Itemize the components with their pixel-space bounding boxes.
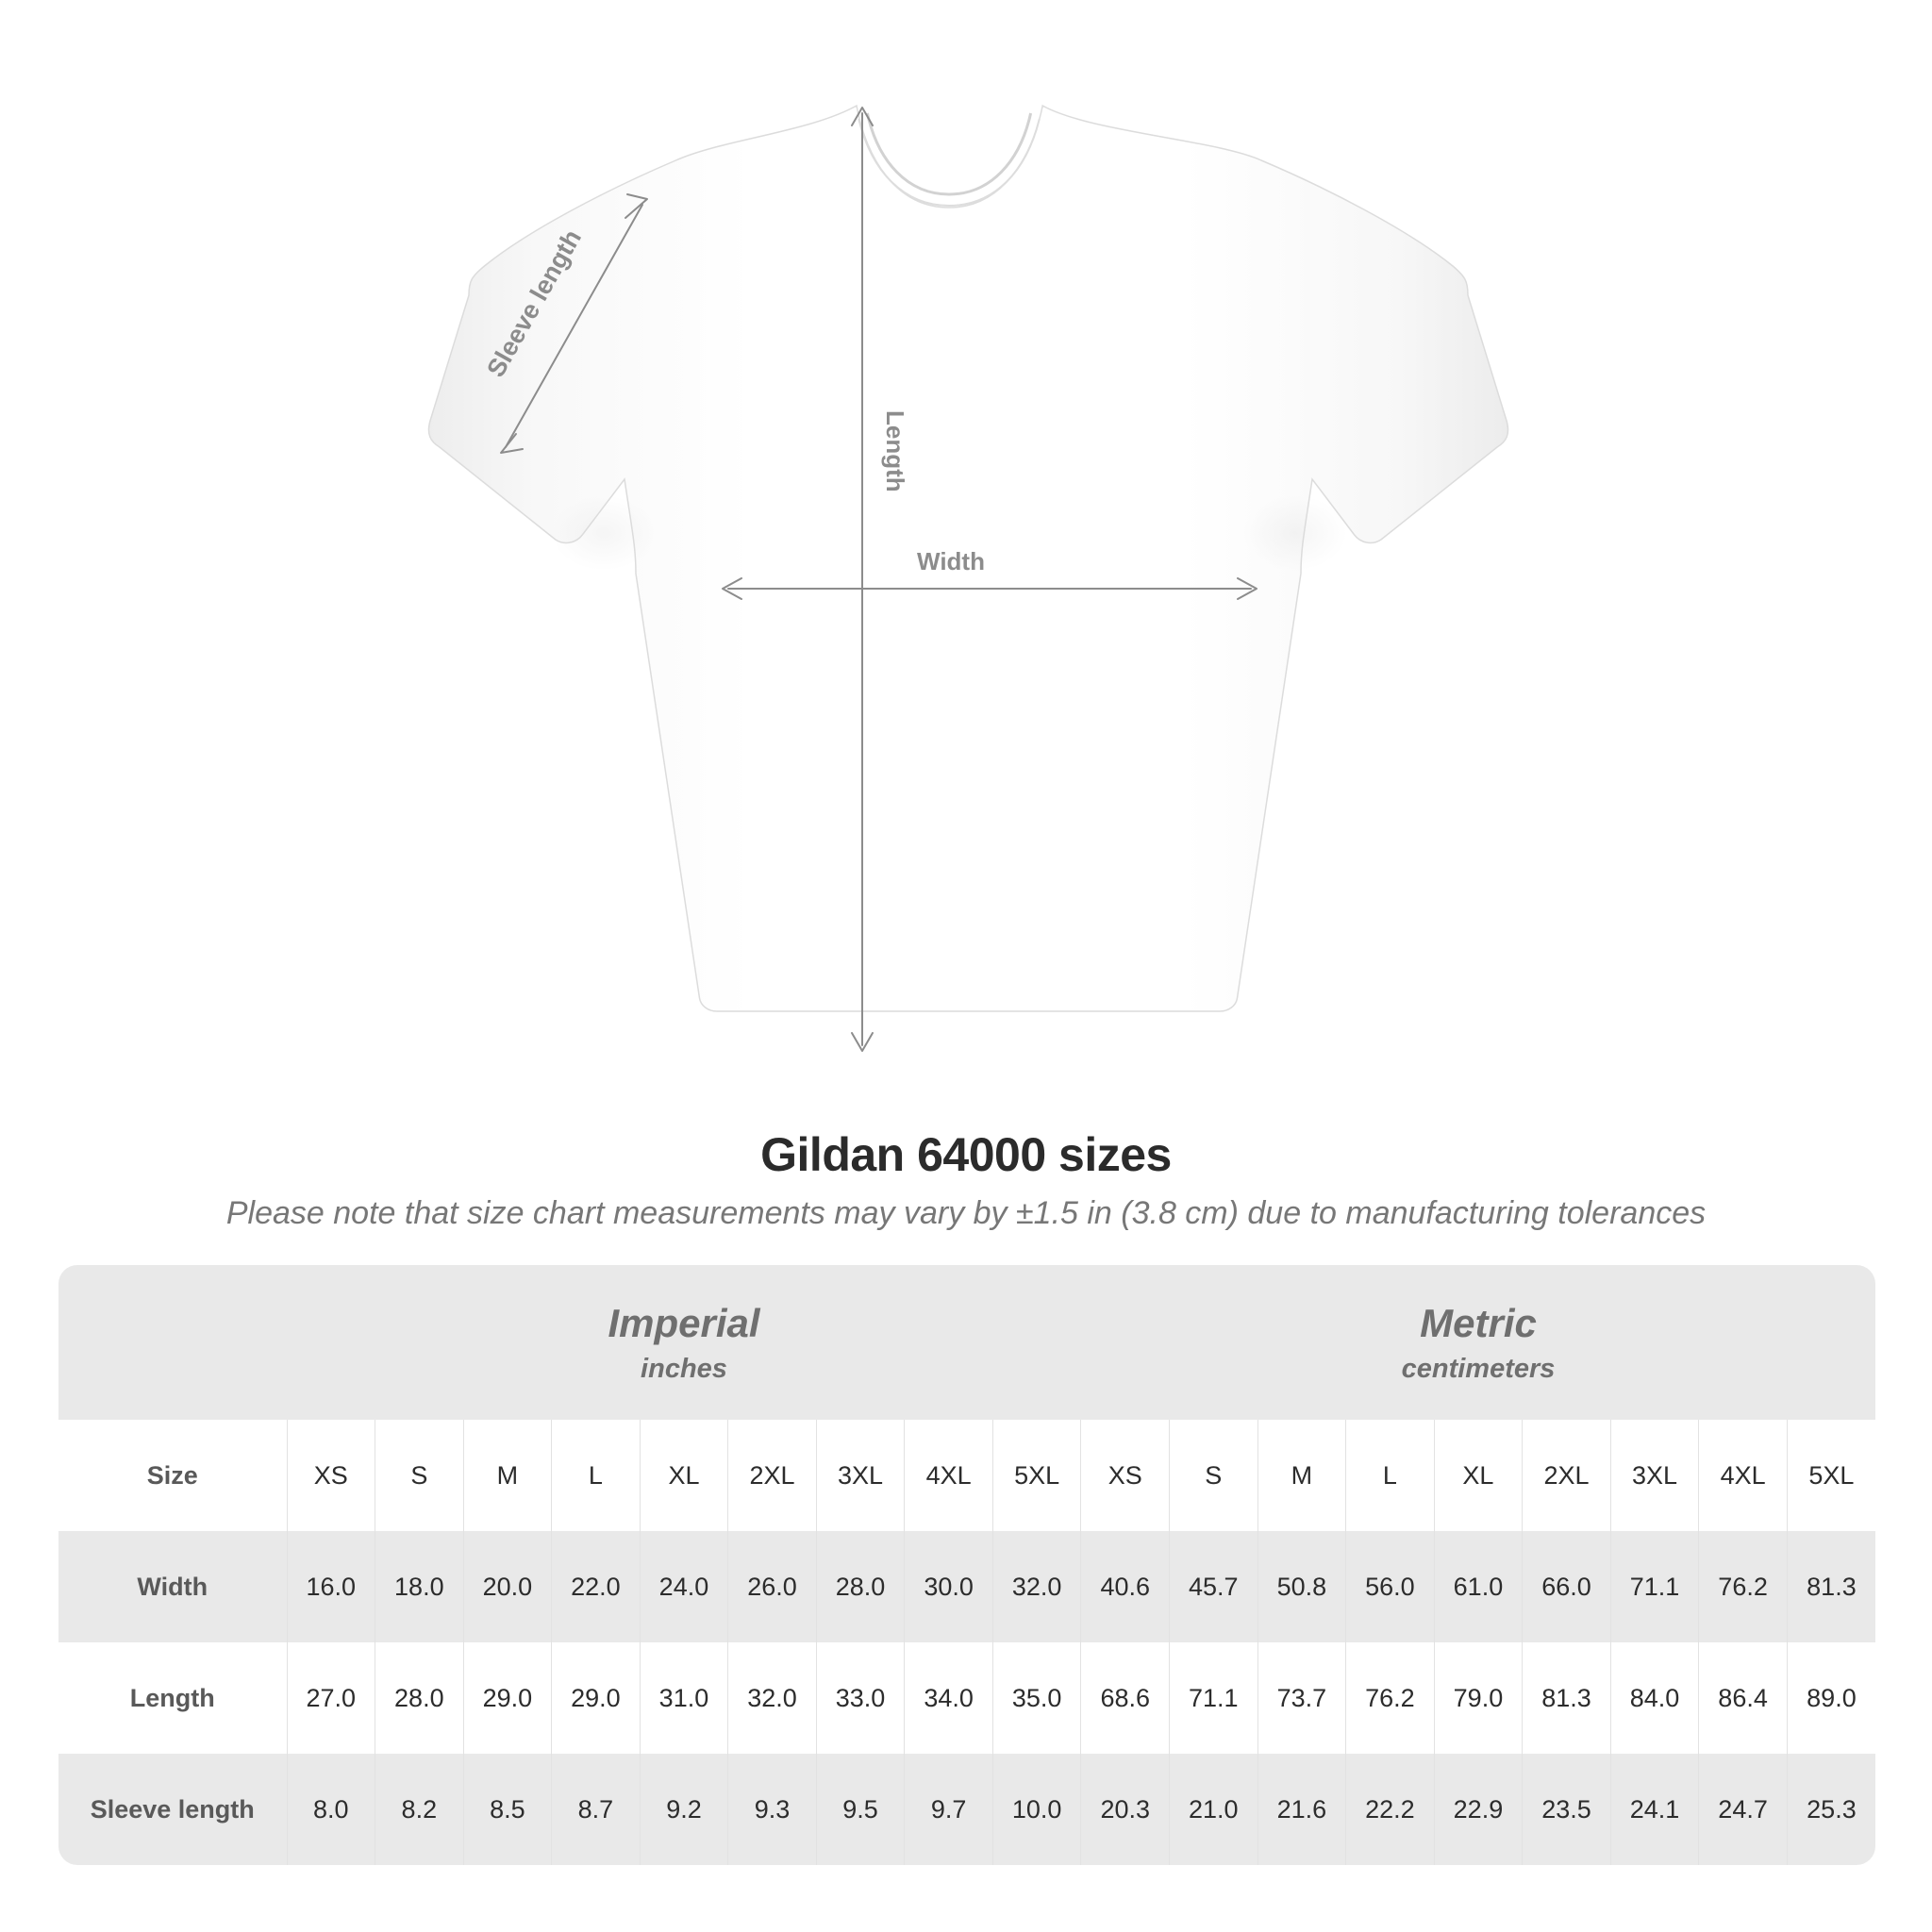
- svg-text:Width: Width: [917, 547, 985, 575]
- svg-text:Length: Length: [881, 410, 909, 492]
